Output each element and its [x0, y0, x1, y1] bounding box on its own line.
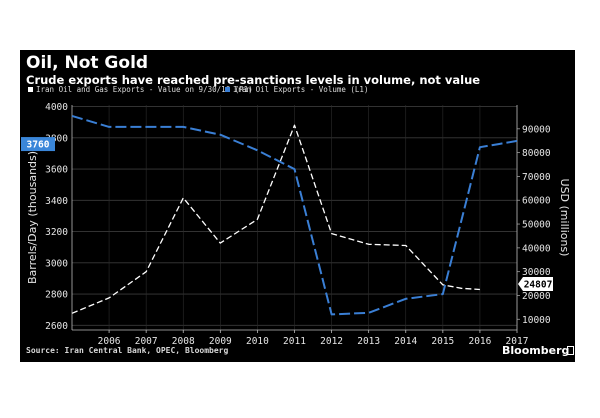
y-tick-label-right: 20000: [522, 291, 551, 302]
chart-frame: Oil, Not Gold Crude exports have reached…: [20, 50, 575, 362]
y-tick-label-left: 3800: [45, 133, 68, 144]
y-tick-label-left: 3000: [45, 258, 68, 269]
last-value-badge-left: [21, 137, 55, 152]
x-tick-label: 2015: [431, 336, 454, 347]
last-value-label-left: 3760: [27, 140, 50, 151]
x-tick-label: 2008: [172, 336, 195, 347]
last-value-badge-right: [518, 277, 553, 292]
source-note: Source: Iran Central Bank, OPEC, Bloombe…: [26, 346, 229, 355]
x-tick-label: 2009: [209, 336, 232, 347]
y-axis-title-right: USD (millions): [558, 179, 571, 257]
last-value-label-right: 24807: [524, 280, 553, 291]
legend-label: Iran Oil and Gas Exports - Value on 9/30…: [36, 85, 253, 94]
y-tick-label-left: 3400: [45, 196, 68, 207]
y-tick-label-right: 60000: [522, 196, 551, 207]
y-tick-label-left: 3200: [45, 227, 68, 238]
x-tick-label: 2012: [320, 336, 343, 347]
chart-title: Oil, Not Gold: [26, 53, 149, 73]
x-tick-label: 2010: [246, 336, 269, 347]
legend-swatch: [28, 87, 33, 92]
y-tick-label-right: 90000: [522, 124, 551, 135]
x-tick-label: 2011: [283, 336, 306, 347]
x-tick-label: 2013: [357, 336, 380, 347]
x-tick-label: 2006: [98, 336, 121, 347]
y-tick-label-left: 3600: [45, 165, 68, 176]
y-tick-label-left: 2800: [45, 290, 68, 301]
series-line-value: [71, 124, 480, 314]
y-axis-title-left: Barrels/Day (thousands): [26, 151, 39, 284]
brand-logo: Bloomberg: [502, 344, 570, 357]
y-tick-label-right: 40000: [522, 243, 551, 254]
x-tick-label: 2014: [394, 336, 417, 347]
y-tick-label-right: 10000: [522, 315, 551, 326]
y-tick-label-left: 2600: [45, 321, 68, 332]
brand-mark-icon: [567, 346, 574, 355]
y-tick-label-right: 30000: [522, 267, 551, 278]
y-tick-label-right: 70000: [522, 172, 551, 183]
x-tick-label: 2007: [135, 336, 158, 347]
y-tick-label-right: 50000: [522, 220, 551, 231]
y-tick-label-right: 80000: [522, 148, 551, 159]
y-tick-label-left: 4000: [45, 102, 68, 113]
x-tick-label: 2017: [506, 336, 529, 347]
legend-label: Iran Oil Exports - Volume (L1): [233, 85, 368, 94]
chart-plot: 2600 2800 3000 3200 3400 3600 3800 4000 10000 200…: [21, 85, 571, 347]
chart-subtitle: Crude exports have reached pre-sanctions…: [26, 73, 481, 87]
legend-swatch: [225, 87, 230, 92]
series-line-volume: [71, 114, 518, 316]
x-tick-label: 2016: [468, 336, 491, 347]
